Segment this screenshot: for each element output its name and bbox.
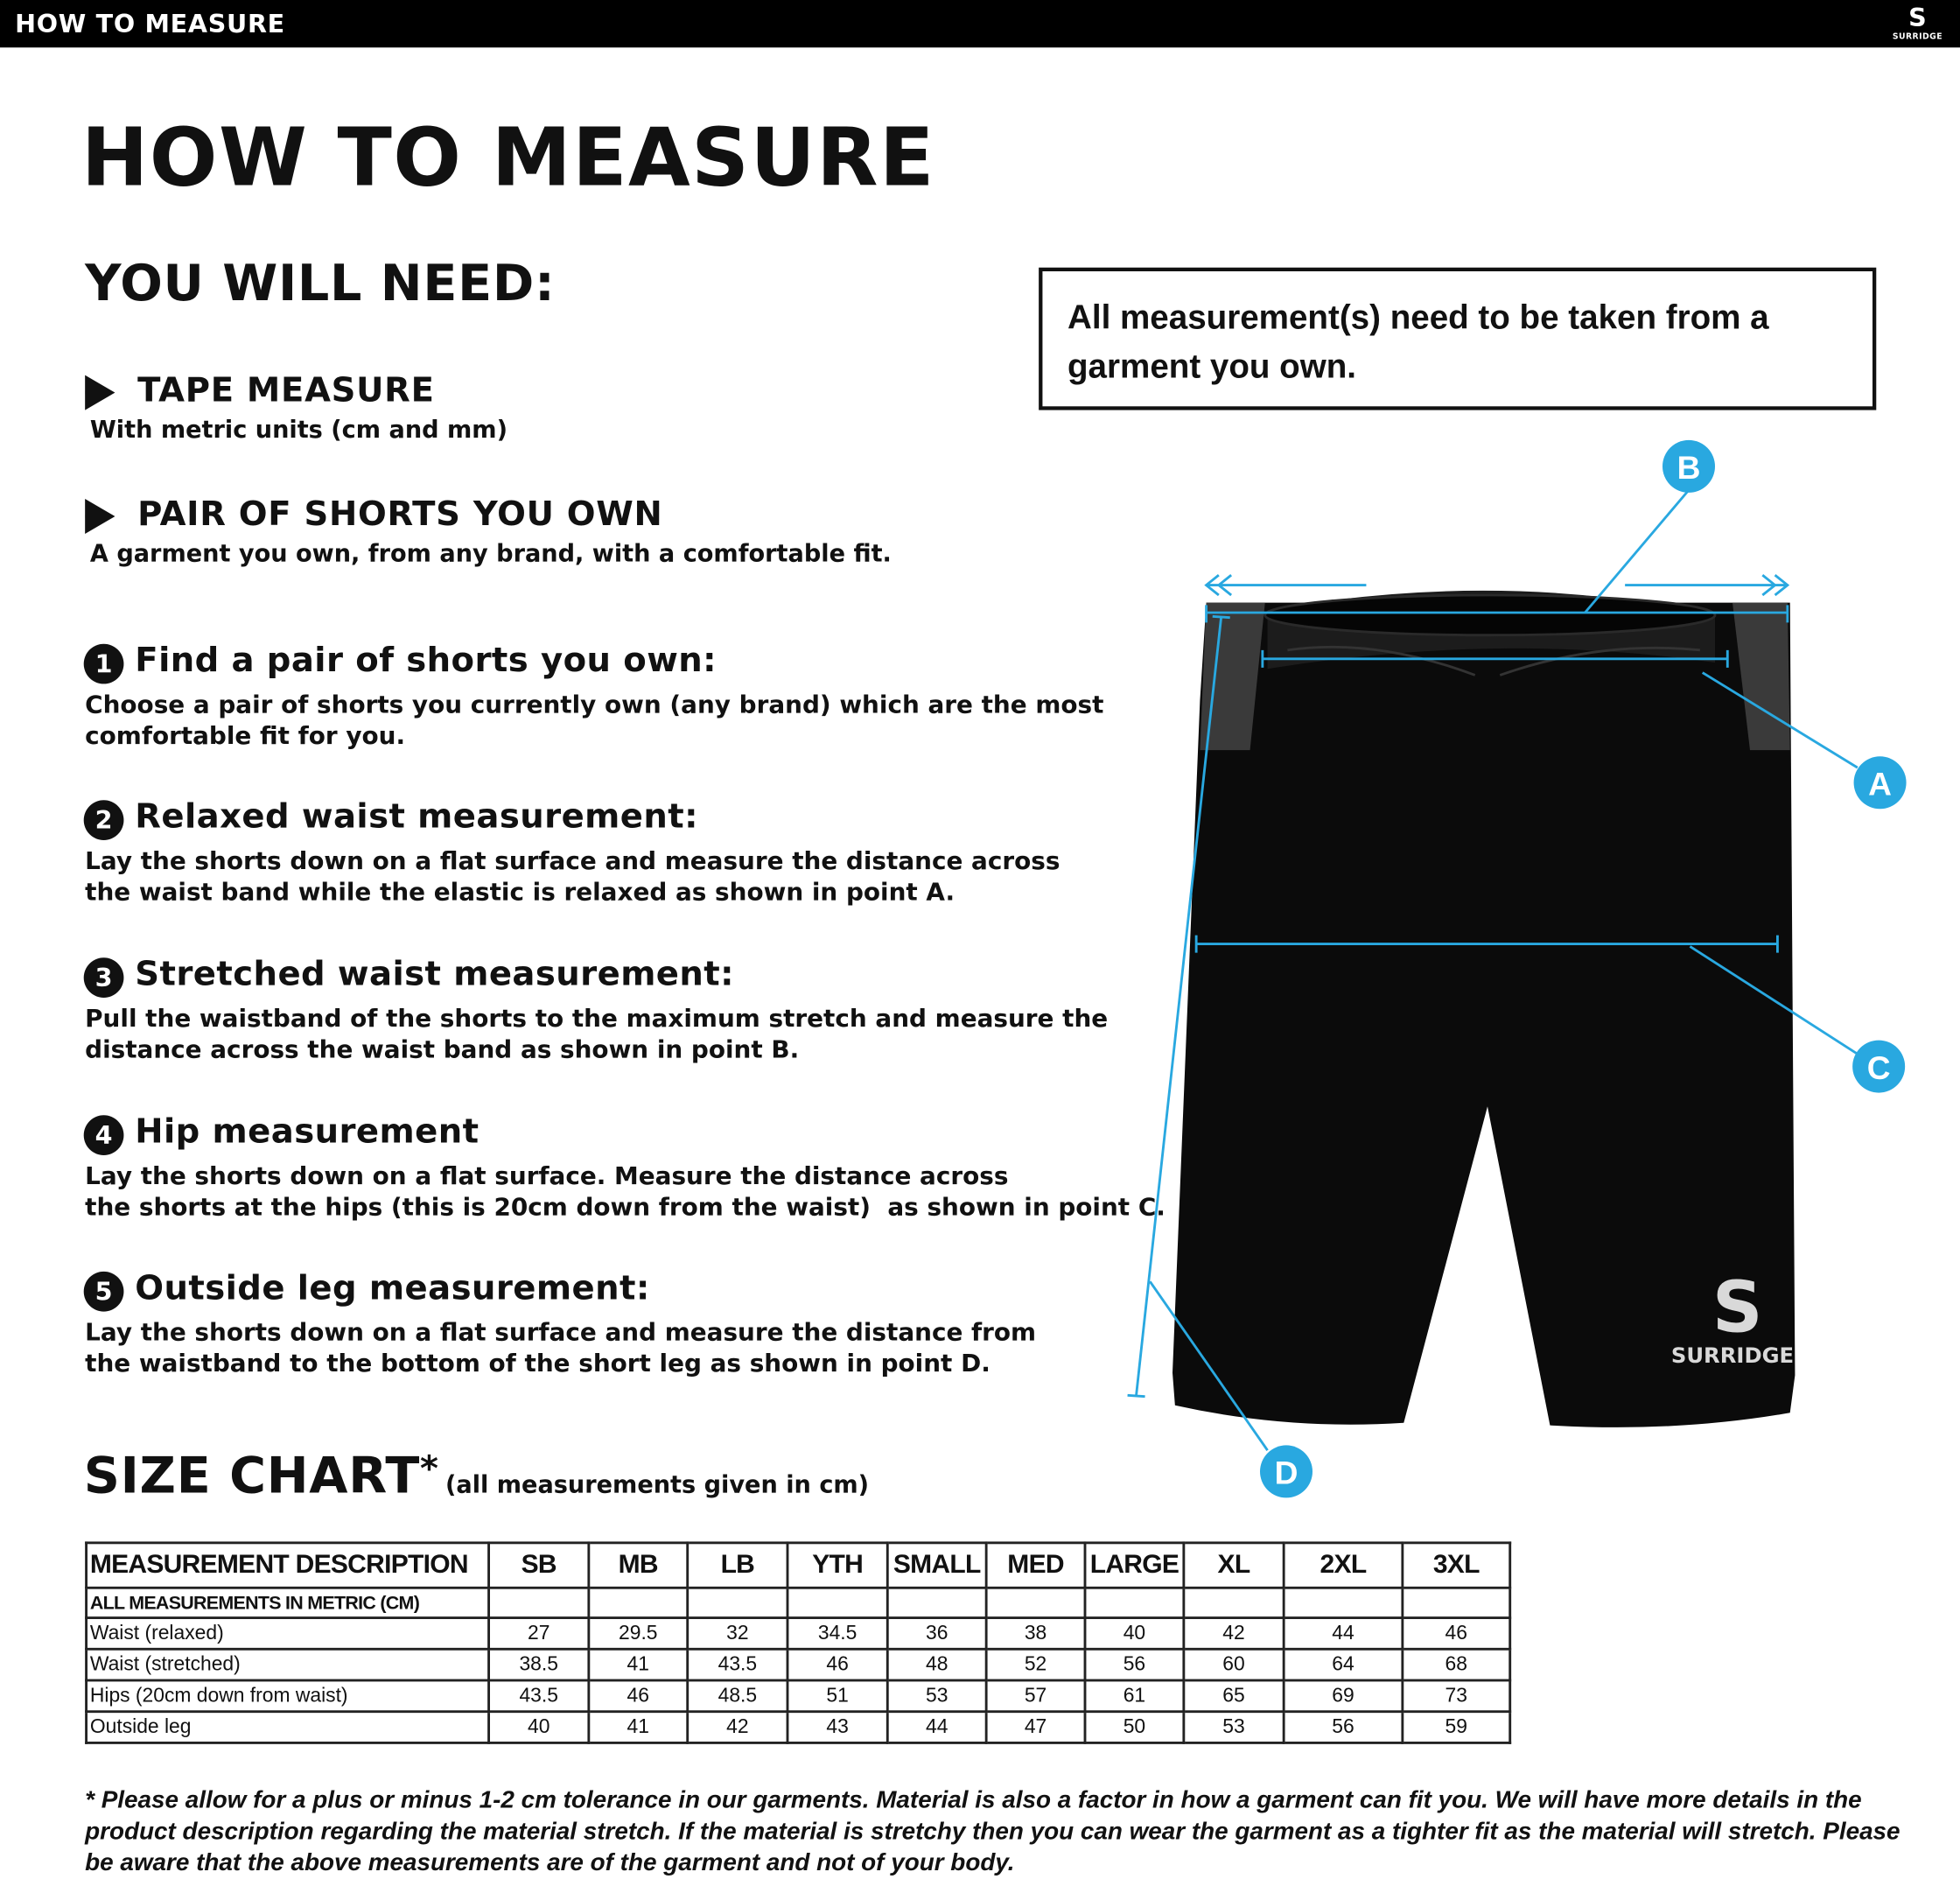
row-label: Hips (20cm down from waist)	[85, 1679, 490, 1714]
tolerance-footnote: * Please allow for a plus or minus 1-2 c…	[85, 1786, 1900, 1877]
top-bar: HOW TO MEASURE S SURRIDGE	[0, 0, 1960, 48]
row-label: Waist (relaxed)	[85, 1616, 490, 1651]
table-cell: 29.5	[587, 1616, 690, 1651]
table-cell: 40	[1083, 1616, 1186, 1651]
page-title: HOW TO MEASURE	[80, 112, 935, 206]
table-row: Hips (20cm down from waist) 43.5 46 48.5 51 5…	[85, 1679, 1512, 1714]
line-b	[1205, 605, 1789, 623]
table-cell: 48	[886, 1647, 988, 1682]
table-row: Waist (stretched) 38.5 41 43.5 46 48 52 56 60 64 6…	[85, 1647, 1512, 1682]
svg-text:D: D	[1275, 1455, 1298, 1491]
table-cell: 43	[786, 1710, 889, 1744]
table-cell: 53	[886, 1679, 988, 1714]
surridge-s-icon: S	[1908, 2, 1927, 33]
table-subheader-row: ALL MEASUREMENTS IN METRIC (CM)	[85, 1586, 1512, 1619]
step-number-badge: 5	[83, 1271, 124, 1312]
measurement-lines	[1127, 489, 1858, 1451]
line-a	[1261, 649, 1729, 668]
svg-text:B: B	[1677, 449, 1701, 486]
table-row: Waist (relaxed) 27 29.5 32 34.5 36 38 40 42 44 46	[85, 1616, 1512, 1651]
table-row: Outside leg 40 41 42 43 44 47 50 53 56 59	[85, 1710, 1512, 1744]
row-label: Outside leg	[85, 1710, 490, 1744]
table-header-row: MEASUREMENT DESCRIPTION SB MB LB YTH SMA…	[85, 1541, 1512, 1589]
table-cell: 56	[1083, 1647, 1186, 1682]
table-cell: 34.5	[786, 1616, 889, 1651]
table-cell: 52	[984, 1647, 1087, 1682]
garment-logo-text: SURRIDGE	[1671, 1343, 1794, 1368]
table-cell: 59	[1401, 1710, 1512, 1744]
table-cell: 32	[686, 1616, 789, 1651]
table-cell: 44	[886, 1710, 988, 1744]
label-b: B	[1662, 439, 1715, 493]
table-cell: 43.5	[487, 1679, 591, 1714]
table-cell: 47	[984, 1710, 1087, 1744]
triangle-bullet-icon	[85, 375, 116, 410]
table-cell: 42	[686, 1710, 789, 1744]
table-cell: 57	[984, 1679, 1087, 1714]
table-cell: 41	[587, 1710, 690, 1744]
table-cell: 50	[1083, 1710, 1186, 1744]
table-cell: 73	[1401, 1679, 1512, 1714]
table-cell: 69	[1282, 1679, 1404, 1714]
row-label: Waist (stretched)	[85, 1647, 490, 1682]
table-cell: 56	[1282, 1710, 1404, 1744]
stretch-arrow-right-icon	[1625, 574, 1790, 597]
table-cell: 42	[1182, 1616, 1285, 1651]
label-a: A	[1853, 756, 1907, 810]
garment-note-box: All measurement(s) need to be taken from…	[1039, 267, 1877, 410]
triangle-bullet-icon	[85, 498, 116, 534]
table-cell: 43.5	[686, 1647, 789, 1682]
table-cell: 68	[1401, 1647, 1512, 1682]
step-number-badge: 1	[83, 643, 124, 684]
table-cell: 65	[1182, 1679, 1285, 1714]
line-d	[1127, 614, 1230, 1399]
label-c: C	[1852, 1040, 1906, 1093]
table-cell: 27	[487, 1616, 591, 1651]
table-cell: 53	[1182, 1710, 1285, 1744]
table-cell: 60	[1182, 1647, 1285, 1682]
step-number-badge: 4	[83, 1115, 124, 1155]
step-number-badge: 3	[83, 957, 124, 998]
table-cell: 61	[1083, 1679, 1186, 1714]
label-d: D	[1259, 1445, 1312, 1498]
table-cell: 46	[786, 1647, 889, 1682]
table-cell: 41	[587, 1647, 690, 1682]
size-chart-heading: SIZE CHART* (all measurements given in c…	[83, 1448, 870, 1505]
garment-s-logo-icon: S	[1712, 1266, 1763, 1348]
line-c	[1194, 935, 1779, 953]
svg-text:C: C	[1867, 1049, 1891, 1086]
size-chart-table: MEASUREMENT DESCRIPTION SB MB LB YTH SMA…	[85, 1541, 1512, 1744]
surridge-logo: S SURRIDGE	[1882, 4, 1952, 44]
table-cell: 36	[886, 1616, 988, 1651]
table-cell: 38.5	[487, 1647, 591, 1682]
stretch-arrow-left-icon	[1204, 574, 1367, 597]
step-number-badge: 2	[83, 800, 124, 840]
table-cell: 48.5	[686, 1679, 789, 1714]
table-cell: 46	[1401, 1616, 1512, 1651]
table-cell: 46	[587, 1679, 690, 1714]
top-bar-title: HOW TO MEASURE	[15, 8, 285, 39]
table-cell: 44	[1282, 1616, 1404, 1651]
shorts-illustration: S SURRIDGE	[1172, 590, 1796, 1427]
table-cell: 51	[786, 1679, 889, 1714]
you-will-need-heading: YOU WILL NEED:	[85, 255, 556, 313]
svg-text:A: A	[1868, 766, 1892, 803]
table-cell: 64	[1282, 1647, 1404, 1682]
table-cell: 40	[487, 1710, 591, 1744]
table-cell: 38	[984, 1616, 1087, 1651]
